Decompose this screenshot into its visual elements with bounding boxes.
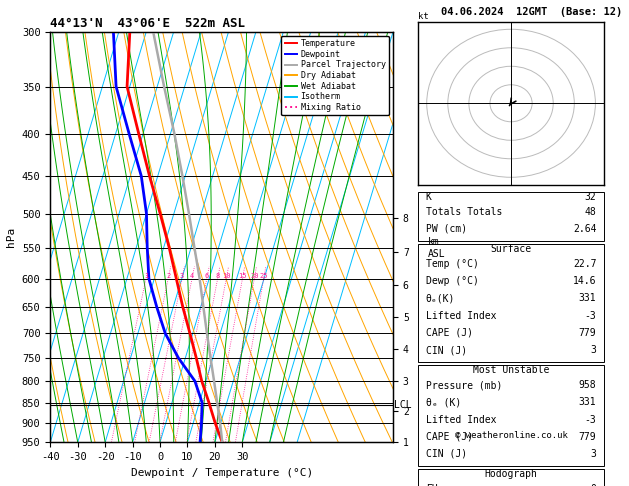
Bar: [418, 469, 604, 486]
Text: Totals Totals: Totals Totals: [426, 207, 502, 217]
Text: CIN (J): CIN (J): [426, 449, 467, 459]
Text: 20: 20: [250, 273, 259, 278]
Text: 2: 2: [166, 273, 170, 278]
Text: 6: 6: [204, 273, 209, 278]
Text: Hodograph: Hodograph: [484, 469, 538, 479]
Legend: Temperature, Dewpoint, Parcel Trajectory, Dry Adiabat, Wet Adiabat, Isotherm, Mi: Temperature, Dewpoint, Parcel Trajectory…: [281, 36, 389, 115]
Text: 331: 331: [579, 398, 596, 407]
Text: 958: 958: [579, 380, 596, 390]
Bar: [418, 192, 604, 241]
Text: Surface: Surface: [491, 243, 532, 254]
Text: 779: 779: [579, 328, 596, 338]
Text: Temp (°C): Temp (°C): [426, 259, 479, 269]
Text: © weatheronline.co.uk: © weatheronline.co.uk: [455, 431, 567, 440]
Text: 48: 48: [585, 207, 596, 217]
Text: -3: -3: [585, 311, 596, 321]
Text: Lifted Index: Lifted Index: [426, 415, 496, 425]
Text: K: K: [426, 192, 431, 202]
Text: θₑ(K): θₑ(K): [426, 294, 455, 303]
Text: 3: 3: [591, 449, 596, 459]
Text: -3: -3: [585, 415, 596, 425]
Text: 04.06.2024  12GMT  (Base: 12): 04.06.2024 12GMT (Base: 12): [441, 7, 622, 17]
Text: 779: 779: [579, 432, 596, 442]
Text: 0: 0: [591, 484, 596, 486]
Text: 10: 10: [222, 273, 231, 278]
Text: Pressure (mb): Pressure (mb): [426, 380, 502, 390]
Bar: [418, 243, 604, 362]
Text: 22.7: 22.7: [573, 259, 596, 269]
Text: CAPE (J): CAPE (J): [426, 328, 473, 338]
Text: 14.6: 14.6: [573, 276, 596, 286]
X-axis label: Dewpoint / Temperature (°C): Dewpoint / Temperature (°C): [131, 468, 313, 478]
Text: θₑ (K): θₑ (K): [426, 398, 461, 407]
Text: 3: 3: [180, 273, 184, 278]
Text: CAPE (J): CAPE (J): [426, 432, 473, 442]
Text: PW (cm): PW (cm): [426, 224, 467, 234]
Text: Dewp (°C): Dewp (°C): [426, 276, 479, 286]
Text: 15: 15: [238, 273, 247, 278]
Text: 44°13'N  43°06'E  522m ASL: 44°13'N 43°06'E 522m ASL: [50, 17, 245, 31]
Text: Most Unstable: Most Unstable: [473, 364, 549, 375]
Text: 25: 25: [260, 273, 268, 278]
Text: 2.64: 2.64: [573, 224, 596, 234]
Text: Lifted Index: Lifted Index: [426, 311, 496, 321]
Y-axis label: hPa: hPa: [6, 227, 16, 247]
Y-axis label: km
ASL: km ASL: [428, 237, 446, 259]
Text: 4: 4: [190, 273, 194, 278]
Text: 3: 3: [591, 345, 596, 355]
Bar: [418, 364, 604, 466]
Text: 331: 331: [579, 294, 596, 303]
Text: CIN (J): CIN (J): [426, 345, 467, 355]
Text: 1: 1: [144, 273, 148, 278]
Text: kt: kt: [418, 12, 429, 21]
Text: 8: 8: [216, 273, 220, 278]
Text: EH: EH: [426, 484, 437, 486]
Text: LCL: LCL: [394, 399, 411, 410]
Text: 32: 32: [585, 192, 596, 202]
